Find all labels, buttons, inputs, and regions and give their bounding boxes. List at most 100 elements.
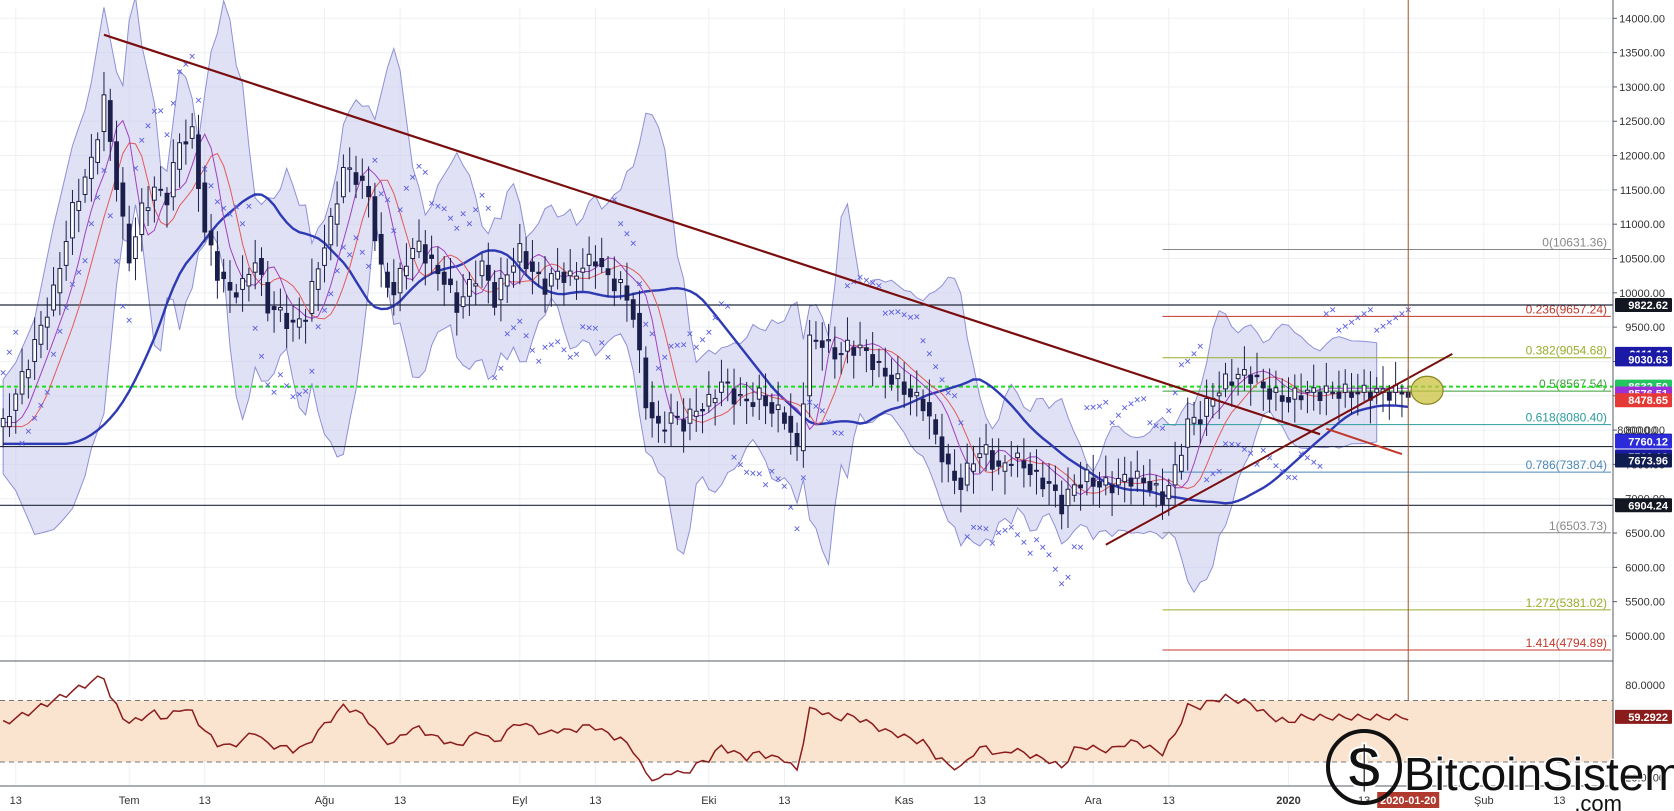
sar-dot: ✕ [1008,524,1016,534]
candle [1071,474,1077,502]
sar-dot: ✕ [1071,543,1079,553]
sar-dot: ✕ [982,525,990,535]
y-tick-label: 10000.00 [1619,288,1665,300]
candle-body [1015,452,1020,459]
candle [435,247,441,291]
candle-body [674,415,680,418]
sar-dot: ✕ [566,353,574,363]
candle [504,258,510,303]
candle-body [473,283,479,287]
candle-body [492,282,498,308]
candle [763,373,768,425]
candle [177,133,182,188]
cursor-date-bg [1377,792,1440,808]
sar-dot: ✕ [1064,574,1072,584]
sar-dot: ✕ [510,324,518,334]
candle-body [845,339,850,352]
candle-body [1078,484,1083,489]
candle [1084,463,1090,496]
candle [170,139,176,211]
y-tick-label: 6000.00 [1625,562,1665,574]
candle [977,437,983,473]
candle [1323,362,1329,416]
candle [1235,367,1241,396]
sar-dot: ✕ [1026,550,1034,560]
sar-dot: ✕ [944,389,952,399]
candle-body [290,319,296,323]
sar-dot: ✕ [239,220,247,230]
candle [240,255,245,312]
candle-body [536,271,542,275]
candle [851,340,857,379]
sar-dot: ✕ [62,304,70,314]
sar-dot: ✕ [396,206,404,216]
candle [857,321,863,357]
bitcoin-logo-icon [1326,729,1402,805]
sar-dot: ✕ [1203,476,1211,486]
candle [1147,459,1153,497]
candle-body [618,279,624,284]
sar-dot: ✕ [636,280,644,290]
sar-dot: ✕ [957,419,965,429]
sar-dot: ✕ [1228,440,1236,450]
sar-dot: ✕ [642,320,650,330]
candle-body [586,253,592,266]
candle-body [763,395,768,407]
candle-body [1122,473,1128,483]
candle-body [1355,391,1361,395]
candle [479,253,485,288]
rsi-tag-label: 59.2922 [1628,712,1668,724]
sar-dot: ✕ [466,220,474,230]
sar-dot: ✕ [724,303,732,313]
rsi-band [0,700,1613,762]
candle [1292,374,1298,423]
candle [151,176,157,223]
candle-body [0,417,6,428]
sar-dot: ✕ [0,369,7,379]
candle [996,438,1002,475]
sar-dot: ✕ [604,353,612,363]
candle-body [208,230,214,246]
candle [819,322,825,371]
candle-body [800,403,806,452]
rsi-tag-bg [1615,709,1672,724]
sar-dot: ✕ [737,461,745,471]
candle-body [221,271,227,280]
sar-dot: ✕ [1398,310,1406,320]
candle [1065,467,1071,528]
rsi-tick-label: 20.0000 [1625,772,1665,784]
sar-dot: ✕ [1134,396,1142,406]
candle-body [1361,384,1367,393]
price-tag-bg [1615,453,1672,468]
candle [0,408,6,448]
candle [700,403,705,434]
sar-dot: ✕ [661,353,669,363]
y-tick-label: 5000.00 [1625,631,1665,643]
sar-dot: ✕ [699,336,707,346]
candle-body [1090,477,1096,487]
candle [290,304,296,342]
candle [404,243,409,290]
price-tag: 6904.24 [1615,498,1672,513]
candle [1052,465,1058,508]
candle [794,422,800,461]
fib-label: 0.786(7387.04) [1526,458,1607,472]
price-tag-bg [1615,297,1672,312]
candle [637,290,642,374]
sar-dot: ✕ [692,344,700,354]
candle-body [832,347,838,360]
candle-body [353,172,359,185]
red-segment-line [1325,427,1403,456]
sar-dot: ✕ [1014,531,1022,541]
candle [315,261,321,312]
sar-dot: ✕ [611,196,619,206]
candle [618,271,624,300]
candle-body [882,367,888,377]
candle-body [926,402,932,417]
candle-body [309,280,315,314]
candle-body [252,262,258,273]
price-tag-label: 7673.96 [1628,455,1668,467]
candle [845,317,850,364]
sar-dot: ✕ [919,337,927,347]
